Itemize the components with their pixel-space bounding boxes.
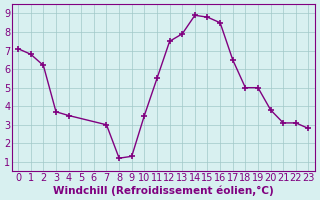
X-axis label: Windchill (Refroidissement éolien,°C): Windchill (Refroidissement éolien,°C) xyxy=(53,185,274,196)
